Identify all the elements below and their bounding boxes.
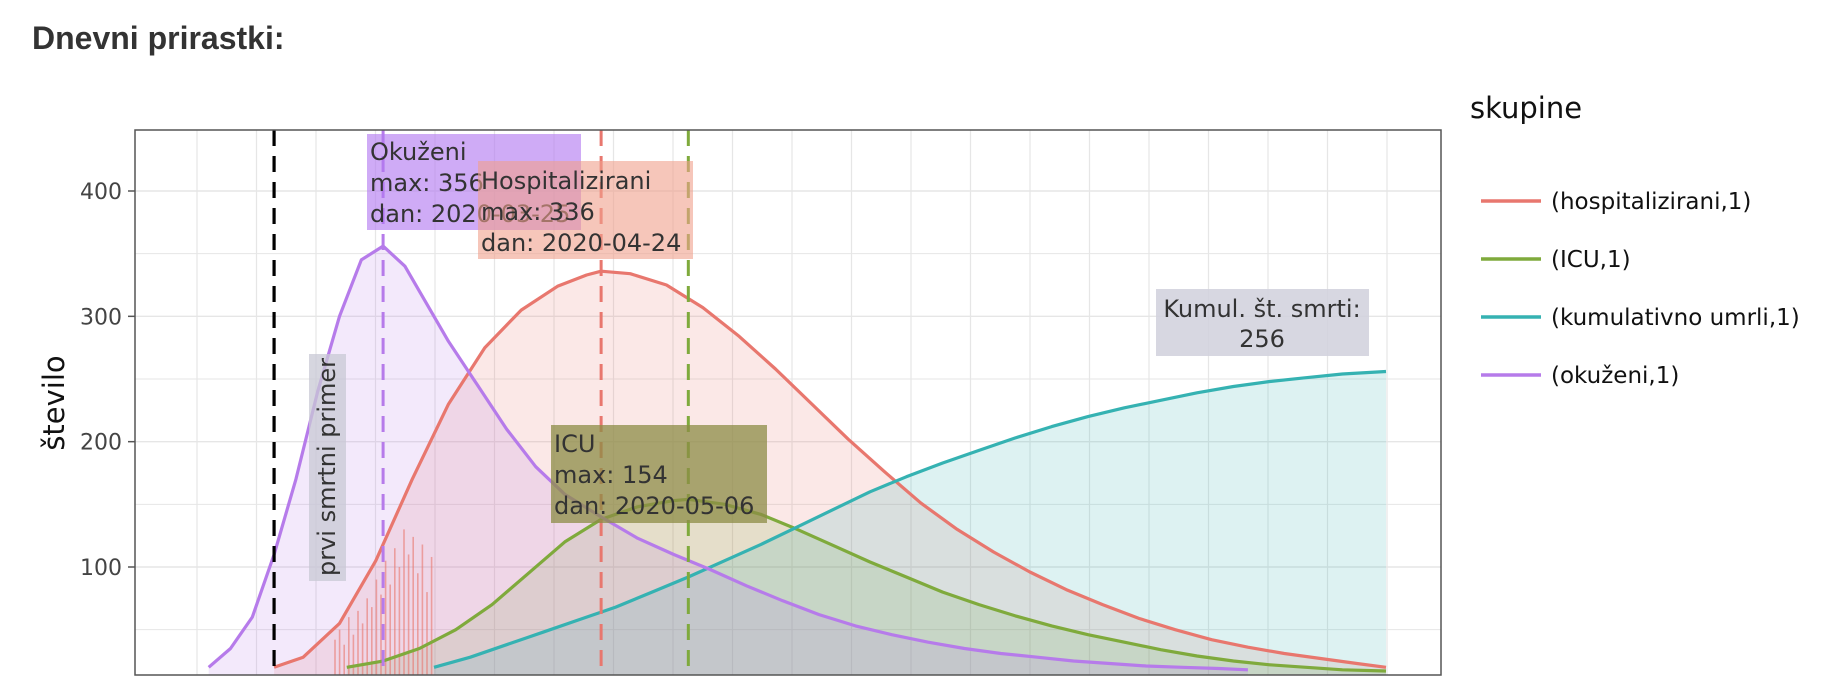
area-2 [434,371,1386,675]
annotation-box-smrti [1156,289,1369,356]
chart-heading: Dnevni prirastki: [32,20,285,56]
y-axis-label: število [37,355,71,450]
legend-label-2: (kumulativno umrli,1) [1551,305,1800,331]
annotation-text-icu: dan: 2020-05-06 [554,492,754,520]
line-layer [207,244,1387,673]
y-tick-label: 300 [80,305,122,330]
area-layer [208,246,1386,675]
annotation-text-okuzeni: Okuženi [370,138,467,166]
series-line-0 [273,269,1387,669]
grid-layer [135,130,1441,675]
annotation-text-okuzeni: max: 356 [370,169,484,197]
y-tick-label: 400 [80,180,122,205]
plot-background [135,130,1441,675]
y-tick-label: 100 [80,556,122,581]
series-line-1 [346,497,1387,673]
area-1 [346,499,1386,675]
annotation-box-icu [551,425,767,523]
legend-label-0: (hospitalizirani,1) [1551,189,1751,215]
annotation-text-smrti: 256 [1239,325,1285,353]
y-tick-label: 200 [80,431,122,456]
annotation-text-icu: max: 154 [554,461,668,489]
annotation-box-hosp [478,161,693,259]
annotation-text-hosp: max: 336 [481,198,595,226]
legend-label-1: (ICU,1) [1551,247,1631,273]
plot-border [134,129,1442,676]
legend-title: skupine [1470,91,1582,125]
series-line-3 [207,244,1248,672]
legend-label-3: (okuženi,1) [1551,363,1679,389]
area-3 [208,246,1248,675]
series-line-2 [433,369,1387,669]
area-0 [274,271,1386,675]
annotation-text-hosp: dan: 2020-04-24 [481,229,681,257]
first-death-label-box [309,354,346,581]
legend: skupine (hospitalizirani,1) (ICU,1) (kumula… [1470,91,1800,389]
annotation-text-hosp: Hospitalizirani [481,167,651,195]
annotation-text-icu: ICU [554,430,595,458]
annotation-text-smrti: Kumul. št. smrti: [1163,295,1360,323]
first-death-label: prvi smrtni primer [313,358,341,576]
axis-layer: 100 200 300 400 število [37,180,135,581]
